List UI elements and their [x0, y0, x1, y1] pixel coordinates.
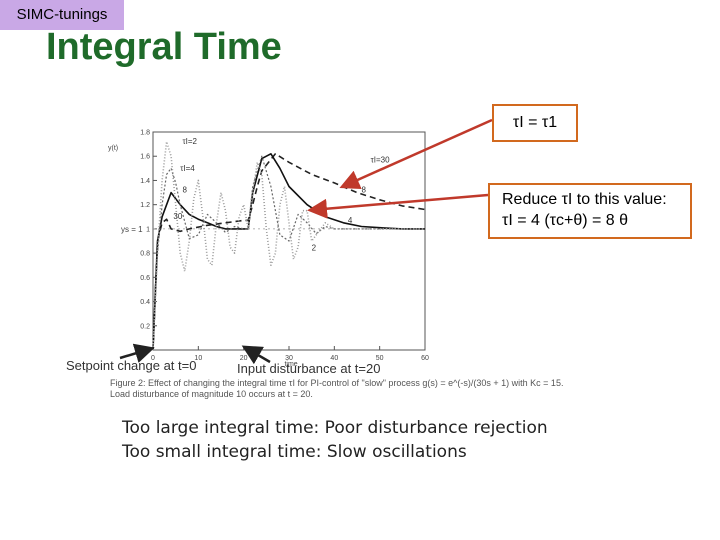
callout-reduce-line2: τI = 4 (τc+θ) = 8 θ	[502, 212, 629, 229]
y-tick-label: 1.4	[140, 178, 150, 185]
x-tick-label: 30	[285, 355, 293, 362]
section-tag: SIMC-tunings	[0, 0, 124, 30]
setpoint-caption: Setpoint change at t=0	[66, 358, 197, 373]
y-tick-label: 0.2	[140, 323, 150, 330]
callout-reduce-tau: Reduce τI to this value: τI = 4 (τc+θ) =…	[488, 183, 692, 239]
arrow-reduce	[307, 193, 489, 219]
curve-label: τI=2	[182, 137, 197, 146]
figure-caption: Figure 2: Effect of changing the integra…	[110, 378, 590, 400]
curve-label: 4	[348, 216, 353, 225]
curve-label: 8	[362, 186, 367, 195]
figure-caption-line2: Load disturbance of magnitude 10 occurs …	[110, 389, 313, 399]
note-large-integral: Too large integral time: Poor disturbanc…	[122, 418, 548, 438]
y-tick-label: 0.6	[140, 275, 150, 282]
curve-label: 2	[312, 244, 317, 253]
note-small-integral: Too small integral time: Slow oscillatio…	[122, 442, 467, 462]
x-tick-label: 50	[376, 355, 384, 362]
y-axis-label: y(t)	[108, 145, 118, 152]
x-tick-label: 40	[330, 355, 338, 362]
disturbance-caption: Input disturbance at t=20	[237, 361, 381, 376]
y-tick-label: 1	[146, 226, 150, 233]
curve-label: τI=4	[180, 164, 195, 173]
curve-label: 30	[173, 212, 182, 221]
arrow-disturbance	[241, 345, 271, 365]
ys-label: ys = 1	[121, 225, 143, 234]
y-tick-label: 1.8	[140, 130, 150, 137]
x-tick-label: 10	[194, 355, 202, 362]
curve-label: τI=30	[371, 155, 391, 164]
y-tick-label: 1.2	[140, 202, 150, 209]
curve-label: 8	[182, 186, 187, 195]
y-tick-label: 1.6	[140, 154, 150, 161]
y-tick-label: 0.4	[140, 299, 150, 306]
callout-tau-equals-tau1: τI = τ1	[492, 104, 578, 142]
arrow-tau-eq	[339, 118, 493, 190]
x-axis-label: time	[284, 361, 297, 368]
y-tick-label: 0.8	[140, 251, 150, 258]
page-title: Integral Time	[46, 26, 282, 68]
arrow-setpoint	[119, 343, 155, 363]
figure-caption-line1: Figure 2: Effect of changing the integra…	[110, 378, 564, 388]
callout-reduce-line1: Reduce τI to this value:	[502, 191, 667, 208]
x-tick-label: 60	[421, 355, 429, 362]
